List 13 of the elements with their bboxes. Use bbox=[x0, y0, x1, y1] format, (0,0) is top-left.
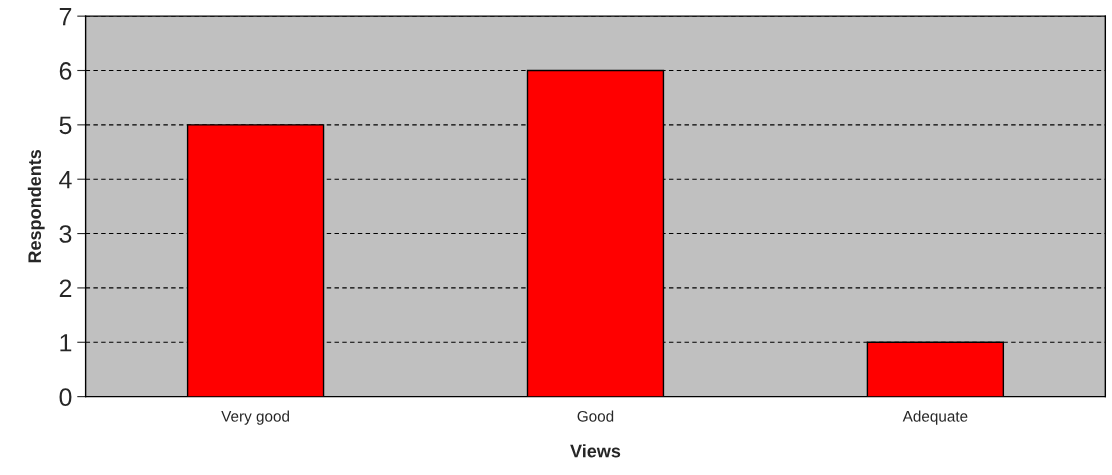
y-axis-title: Respondents bbox=[27, 149, 45, 263]
y-tick-label: 3 bbox=[59, 225, 72, 243]
y-tick-label: 4 bbox=[59, 171, 72, 189]
y-tick-label: 5 bbox=[59, 116, 72, 135]
x-axis-title: Views bbox=[570, 444, 621, 458]
y-tick-label: 0 bbox=[59, 388, 72, 406]
x-tick-label: Adequate bbox=[902, 410, 968, 425]
x-tick-label: Very good bbox=[221, 410, 289, 425]
y-tick-label: 2 bbox=[59, 279, 72, 297]
y-tick-label: 6 bbox=[59, 62, 72, 80]
y-tick-label: 7 bbox=[59, 8, 72, 26]
x-tick-label: Good bbox=[577, 410, 614, 422]
y-tick-label: 1 bbox=[60, 334, 72, 352]
